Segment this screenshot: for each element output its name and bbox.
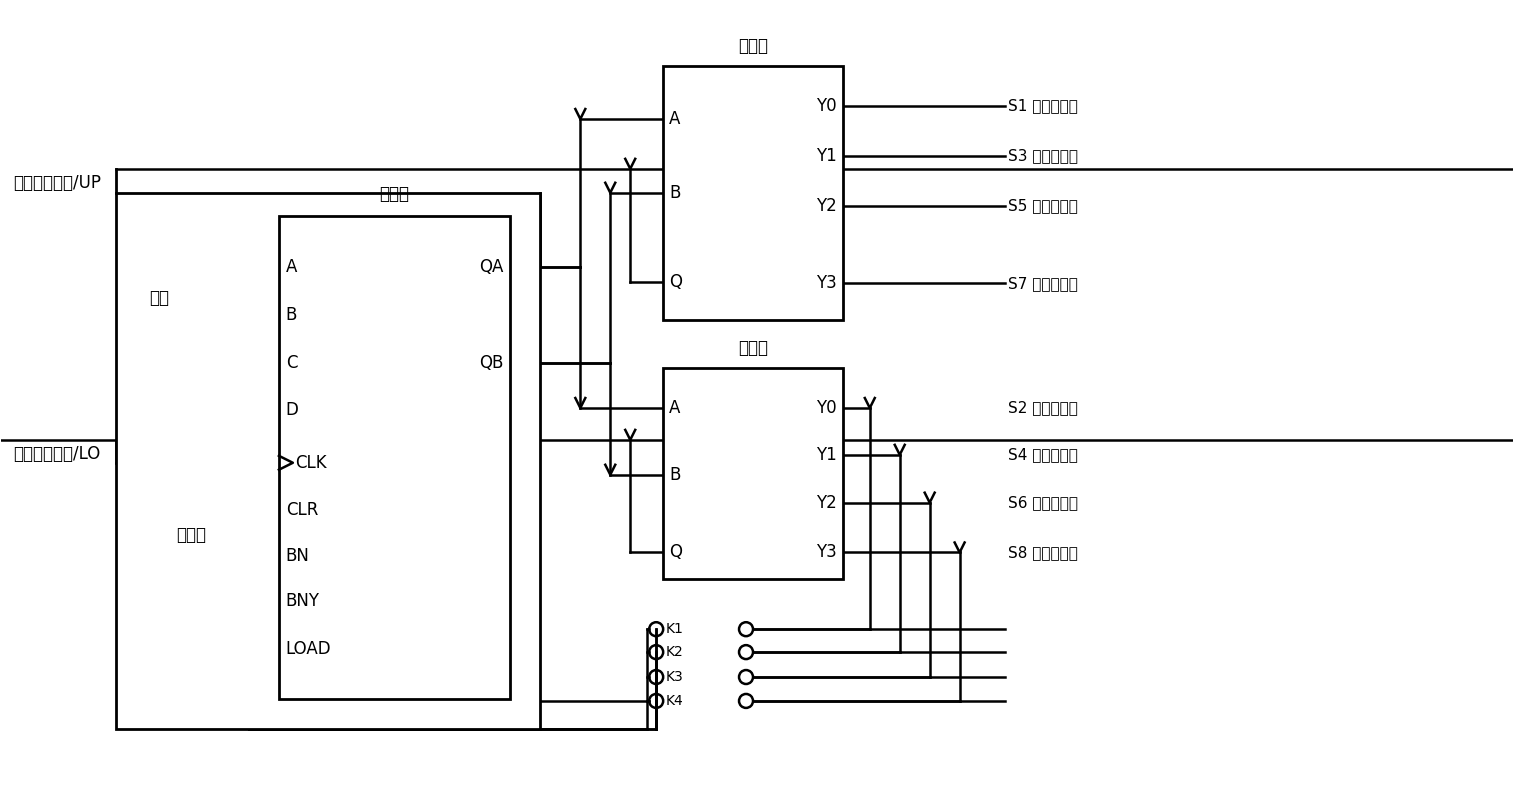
Text: A: A (669, 110, 680, 128)
Text: BN: BN (286, 548, 310, 565)
Text: 下管驱动信号/LO: 下管驱动信号/LO (14, 445, 100, 463)
Text: S2 一下管驱动: S2 一下管驱动 (1007, 400, 1078, 415)
Text: Q: Q (669, 544, 683, 561)
Text: S1 一上管驱动: S1 一上管驱动 (1007, 99, 1078, 113)
Text: 接地: 接地 (148, 289, 170, 308)
Text: QA: QA (478, 258, 504, 277)
Text: QB: QB (478, 354, 504, 372)
Text: 上管驱动信号/UP: 上管驱动信号/UP (14, 174, 101, 192)
Text: Y1: Y1 (816, 446, 837, 464)
Text: Y3: Y3 (816, 274, 837, 292)
Text: B: B (669, 184, 680, 202)
Text: 高电平: 高电平 (176, 525, 206, 544)
Bar (663, 66, 843, 320)
Text: S6 三下管驱动: S6 三下管驱动 (1007, 495, 1078, 510)
Text: K1: K1 (665, 622, 683, 636)
Text: BNY: BNY (286, 592, 319, 611)
Text: A: A (669, 399, 680, 417)
Text: Y2: Y2 (816, 197, 837, 214)
Bar (117, 193, 540, 728)
Text: K2: K2 (665, 645, 683, 659)
Text: S5 三上管驱动: S5 三上管驱动 (1007, 198, 1078, 213)
Text: S7 四上管驱动: S7 四上管驱动 (1007, 276, 1078, 291)
Text: S4 二下管驱动: S4 二下管驱动 (1007, 447, 1078, 462)
Text: S8 四下管驱动: S8 四下管驱动 (1007, 545, 1078, 560)
Text: LOAD: LOAD (286, 640, 332, 658)
Text: CLK: CLK (295, 453, 327, 472)
Text: B: B (669, 465, 680, 484)
Bar (663, 368, 843, 579)
Text: K4: K4 (665, 694, 683, 708)
Text: S3 二上管驱动: S3 二上管驱动 (1007, 148, 1078, 163)
Text: Y2: Y2 (816, 493, 837, 512)
Text: CLR: CLR (286, 501, 318, 519)
Bar (279, 216, 510, 699)
Text: Y0: Y0 (816, 97, 837, 115)
Text: Y3: Y3 (816, 544, 837, 561)
Text: B: B (286, 306, 297, 324)
Text: Q: Q (669, 273, 683, 292)
Text: 译码器: 译码器 (737, 37, 768, 55)
Text: C: C (286, 354, 297, 372)
Text: D: D (286, 401, 298, 419)
Text: 计数器: 计数器 (380, 185, 410, 202)
Text: Y1: Y1 (816, 147, 837, 165)
Text: 译码器: 译码器 (737, 340, 768, 357)
Text: K3: K3 (665, 670, 683, 684)
Text: A: A (286, 258, 297, 277)
Text: Y0: Y0 (816, 399, 837, 417)
